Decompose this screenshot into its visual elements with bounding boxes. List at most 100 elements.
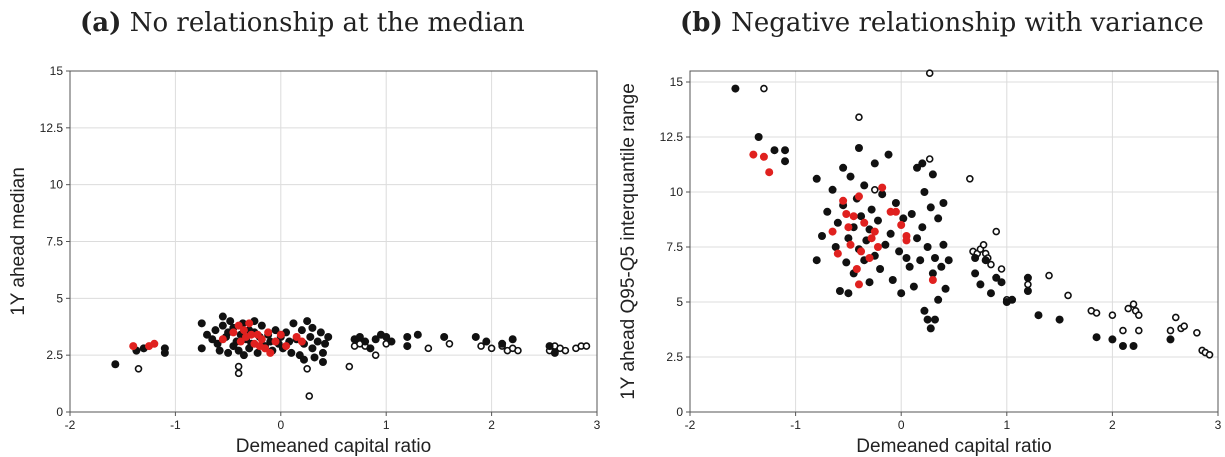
- panel-b-point-filled: [1034, 311, 1043, 320]
- panel-a-point-filled: [215, 346, 224, 355]
- panel-a-point-filled: [160, 344, 169, 353]
- panel-a-point-filled: [366, 344, 375, 353]
- panel-b-point-filled: [913, 163, 922, 172]
- panel-b-point-filled: [916, 256, 925, 265]
- panel-a-point-filled: [211, 326, 220, 335]
- panel-b-point-filled: [781, 146, 790, 155]
- panel-b-point-filled: [731, 84, 740, 93]
- panel-b-point-filled: [909, 282, 918, 291]
- panel-b-point-filled: [781, 157, 790, 166]
- panel-b-y-tick-label: 5: [676, 295, 683, 309]
- panel-a-point-red: [150, 339, 159, 348]
- panel-b-x-tick-label: 0: [898, 418, 905, 432]
- panel-a-point-red: [297, 337, 306, 346]
- panel-a-point-red: [266, 348, 275, 357]
- panel-a-point-open: [424, 344, 433, 353]
- panel-a-point-filled: [403, 332, 412, 341]
- panel-b-plot-frame: [689, 70, 1219, 413]
- panel-a-point-filled: [318, 348, 327, 357]
- panel-b-point-filled: [923, 315, 932, 324]
- panel-a-point-open: [303, 365, 311, 373]
- panel-a-y-tick-label: 5: [56, 291, 63, 305]
- panel-b-point-filled: [1055, 315, 1064, 324]
- panel-a-point-red: [234, 321, 243, 330]
- panel-a-point-filled: [403, 342, 412, 351]
- panel-b-point-open: [925, 69, 934, 77]
- panel-b-y-tick-label: 15: [670, 75, 684, 89]
- panel-b-point-red: [860, 218, 869, 227]
- panel-b-point-red: [854, 192, 863, 201]
- panel-a-y-tick-label: 12.5: [40, 121, 64, 135]
- panel-b-point-open: [1045, 271, 1053, 280]
- panel-b-point-open: [1119, 326, 1127, 335]
- panel-b-point-red: [870, 227, 879, 236]
- panel-a-y-tick-label: 2.5: [46, 348, 63, 362]
- panel-b-point-open: [1135, 311, 1143, 320]
- panel-a-point-open: [305, 392, 314, 400]
- panel-b-y-tick-label: 12.5: [660, 130, 684, 144]
- panel-b-point-open: [760, 84, 768, 93]
- panel-b-x-tick-label: 3: [1215, 418, 1222, 432]
- panel-b-point-filled: [833, 218, 842, 227]
- panel-b-point-open: [1124, 304, 1133, 313]
- panel-b-x-axis-label: Demeaned capital ratio: [856, 436, 1051, 457]
- panel-a-title: (a) No relationship at the median: [80, 8, 525, 38]
- panel-a-point-red: [257, 335, 266, 344]
- panel-a-point-open: [134, 365, 143, 373]
- panel-b-point-red: [857, 247, 866, 256]
- panel-b-point-filled: [928, 269, 937, 278]
- panel-a-point-red: [229, 328, 238, 337]
- panel-b-point-open: [1108, 311, 1117, 320]
- panel-b-point-filled: [930, 254, 939, 262]
- panel-b-point-red: [852, 265, 861, 273]
- panel-a-point-red: [292, 332, 301, 341]
- panel-b-point-filled: [930, 315, 939, 324]
- panel-b-point-filled: [902, 254, 911, 262]
- panel-b-point-filled: [884, 150, 893, 159]
- panel-b-point-open: [997, 265, 1006, 273]
- panel-b-point-open: [1092, 309, 1101, 317]
- panel-a-point-open: [445, 339, 454, 348]
- panel-a-point-filled: [271, 326, 280, 335]
- panel-b-point-filled: [839, 163, 848, 172]
- panel-a-point-filled: [371, 335, 380, 344]
- panel-a-point-filled: [545, 342, 554, 351]
- panel-b-point-filled: [860, 181, 869, 190]
- panel-b-point-filled: [854, 144, 863, 152]
- panel-b-point-filled: [926, 324, 935, 333]
- panel-a-title-text: No relationship at the median: [129, 8, 525, 38]
- panel-b-point-filled: [846, 172, 855, 181]
- panel-a-point-filled: [218, 312, 227, 321]
- panel-b-point-filled: [886, 229, 895, 238]
- panel-b-point-red: [759, 152, 768, 161]
- panel-a-point-red: [236, 337, 245, 346]
- panel-b-point-open: [979, 241, 988, 249]
- panel-b-point-filled: [812, 256, 821, 265]
- panel-a-x-tick-label: 1: [383, 418, 390, 432]
- panel-a-point-filled: [318, 357, 327, 366]
- panel-b-point-filled: [770, 146, 779, 155]
- panel-a-x-tick-label: 3: [594, 418, 601, 432]
- panel-a-point-red: [260, 344, 269, 353]
- panel-b-point-red: [844, 223, 853, 232]
- panel-b-x-tick-label: -2: [685, 418, 696, 432]
- panel-b-point-filled: [986, 289, 995, 298]
- panel-b-point-filled: [981, 256, 990, 265]
- panel-b-point-filled: [920, 188, 929, 196]
- panel-a-point-filled: [382, 332, 391, 341]
- panel-b-point-filled: [1023, 273, 1032, 282]
- panel-a-point-filled: [303, 317, 312, 326]
- panel-b-y-tick-label: 7.5: [666, 240, 683, 254]
- panel-b-point-filled: [918, 159, 927, 168]
- panel-b-point-filled: [923, 243, 932, 251]
- panel-a-tag: (a): [80, 8, 122, 38]
- panel-b-point-red: [928, 276, 937, 284]
- panel-b-point-filled: [971, 269, 980, 278]
- panel-a-point-filled: [224, 348, 233, 357]
- panel-a-point-filled: [308, 323, 317, 332]
- panel-a-y-tick-label: 10: [50, 178, 64, 192]
- panel-a-point-open: [514, 346, 522, 355]
- panel-b-point-red: [842, 210, 851, 218]
- panel-b-point-filled: [1129, 342, 1138, 350]
- panel-a-point-filled: [218, 321, 227, 330]
